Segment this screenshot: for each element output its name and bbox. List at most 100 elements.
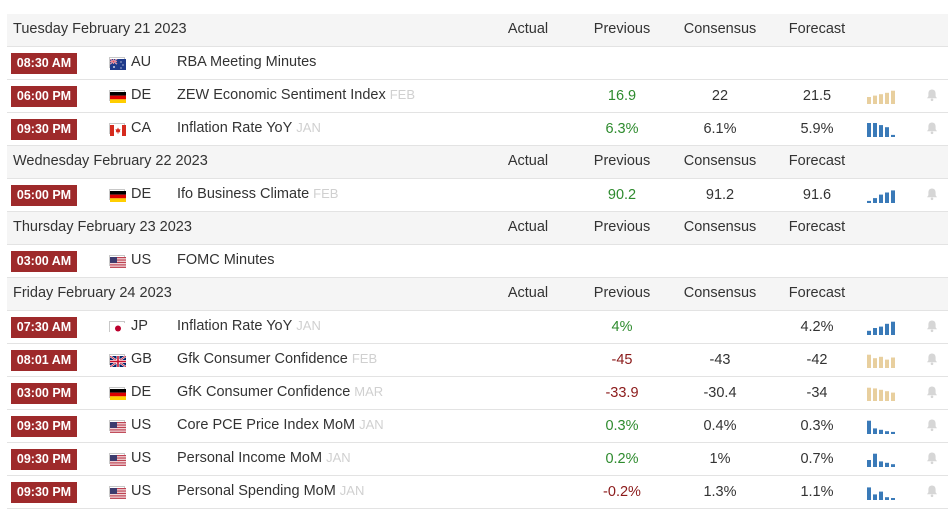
event-name[interactable]: Personal Income MoM — [177, 450, 323, 466]
event-row[interactable]: 03:00 AM US FOMC Minutes — [7, 245, 948, 278]
event-name-link[interactable]: Inflation Rate YoY JAN — [177, 318, 321, 334]
bell-icon[interactable] — [925, 484, 939, 498]
column-header-actual: Actual — [507, 153, 549, 169]
country-code: US — [131, 417, 152, 433]
sparkline-bar — [891, 498, 895, 500]
day-date: Tuesday February 21 2023 — [13, 21, 187, 37]
previous-value: -45 — [611, 352, 633, 368]
event-time-badge: 09:30 PM — [11, 119, 77, 140]
event-name[interactable]: RBA Meeting Minutes — [177, 54, 317, 70]
sparkline-bar — [873, 95, 877, 104]
event-name[interactable]: ZEW Economic Sentiment Index — [177, 87, 386, 103]
country-code: DE — [131, 87, 152, 103]
sparkline-chart — [867, 453, 895, 467]
sparkline-chart — [867, 321, 895, 335]
column-header-previous: Previous — [593, 21, 651, 37]
column-header-previous: Previous — [593, 285, 651, 301]
event-name[interactable]: Ifo Business Climate — [177, 186, 310, 202]
forecast-value: 21.5 — [802, 88, 832, 104]
sparkline-bar — [867, 460, 871, 467]
event-time-badge: 08:30 AM — [11, 53, 77, 74]
sparkline-bar — [873, 494, 877, 500]
economic-calendar: Tuesday February 21 2023 Actual Previous Co… — [7, 14, 948, 509]
event-row[interactable]: 08:01 AM GB Gfk Consumer Confidence FEB -45 -… — [7, 344, 948, 377]
flag-de-icon — [109, 189, 126, 202]
sparkline-bar — [879, 461, 883, 467]
event-name-link[interactable]: Ifo Business Climate FEB — [177, 186, 338, 202]
day-header: Tuesday February 21 2023 Actual Previous Co… — [7, 14, 948, 47]
event-row[interactable]: 09:30 PM US Personal Spending MoM JAN -0.2% 1… — [7, 476, 948, 509]
sparkline-bar — [885, 92, 889, 104]
event-row[interactable]: 09:30 PM US Core PCE Price Index MoM JAN 0.3… — [7, 410, 948, 443]
event-name-link[interactable]: Inflation Rate YoY JAN — [177, 120, 321, 136]
sparkline-bar — [879, 356, 883, 368]
sparkline-bar — [873, 453, 877, 467]
sparkline-bar — [873, 428, 877, 434]
event-row[interactable]: 07:30 AM JP Inflation Rate YoY JAN 4% 4.2% — [7, 311, 948, 344]
flag-jp-svg — [110, 323, 126, 334]
event-name-link[interactable]: RBA Meeting Minutes — [177, 54, 316, 70]
flag-de-icon — [109, 90, 126, 103]
sparkline-bar — [885, 359, 889, 368]
bell-icon[interactable] — [925, 121, 939, 135]
bell-icon[interactable] — [925, 451, 939, 465]
bell-icon[interactable] — [925, 385, 939, 399]
flag-us-icon — [109, 420, 126, 433]
event-name-link[interactable]: ZEW Economic Sentiment Index FEB — [177, 87, 415, 103]
flag-ca-svg — [110, 125, 126, 136]
event-row[interactable]: 03:00 PM DE GfK Consumer Confidence MAR -33.… — [7, 377, 948, 410]
country-code: US — [131, 252, 152, 268]
event-time-badge: 07:30 AM — [11, 317, 77, 338]
bell-icon[interactable] — [925, 187, 939, 201]
event-name-link[interactable]: Core PCE Price Index MoM JAN — [177, 417, 384, 433]
event-name-link[interactable]: Gfk Consumer Confidence FEB — [177, 351, 377, 367]
event-name[interactable]: Gfk Consumer Confidence — [177, 351, 348, 367]
event-name-link[interactable]: Personal Spending MoM JAN — [177, 483, 364, 499]
bell-icon[interactable] — [925, 88, 939, 102]
event-name[interactable]: Inflation Rate YoY — [177, 318, 293, 334]
event-name[interactable]: Core PCE Price Index MoM — [177, 417, 356, 433]
country-code: DE — [131, 384, 152, 400]
bell-icon[interactable] — [925, 418, 939, 432]
sparkline-bar — [891, 392, 895, 401]
day-header: Wednesday February 22 2023 Actual Previous… — [7, 146, 948, 179]
bell-icon[interactable] — [925, 319, 939, 333]
sparkline-bar — [885, 497, 889, 500]
event-name[interactable]: GfK Consumer Confidence — [177, 384, 351, 400]
flag-gb-icon — [109, 354, 127, 368]
column-header-forecast: Forecast — [788, 153, 846, 169]
day-date: Wednesday February 22 2023 — [13, 153, 208, 169]
event-name-link[interactable]: FOMC Minutes — [177, 252, 275, 268]
country-code: JP — [131, 318, 148, 334]
flag-gb-svg — [109, 355, 127, 368]
event-row[interactable]: 05:00 PM DE Ifo Business Climate FEB 90.2 91.… — [7, 179, 948, 212]
flag-au-icon — [109, 57, 126, 70]
reference-period: FEB — [351, 351, 378, 366]
consensus-value: 0.4% — [703, 418, 737, 434]
event-row[interactable]: 09:30 PM US Personal Income MoM JAN 0.2% 1% 0.… — [7, 443, 948, 476]
reference-period: JAN — [296, 120, 321, 135]
event-row[interactable]: 08:30 AM AU RBA Meeting Minutes — [7, 47, 948, 80]
event-name-link[interactable]: Personal Income MoM JAN — [177, 450, 351, 466]
flag-ca-icon — [109, 123, 126, 136]
column-header-consensus: Consensus — [683, 219, 757, 235]
bell-icon[interactable] — [925, 352, 939, 366]
sparkline-bar — [885, 462, 889, 467]
country-code: GB — [131, 351, 152, 367]
sparkline-chart — [867, 90, 895, 104]
reference-period: JAN — [326, 450, 351, 465]
event-name[interactable]: Inflation Rate YoY — [177, 120, 293, 136]
reference-period: FEB — [389, 87, 416, 102]
previous-value: 4% — [611, 319, 633, 335]
event-row[interactable]: 09:30 PM CA Inflation Rate YoY JAN 6.3% 6.1% 5… — [7, 113, 948, 146]
event-name[interactable]: FOMC Minutes — [177, 252, 275, 268]
sparkline-bar — [891, 464, 895, 467]
event-name[interactable]: Personal Spending MoM — [177, 483, 336, 499]
sparkline-bar — [867, 330, 871, 335]
event-row[interactable]: 06:00 PM DE ZEW Economic Sentiment Index FE… — [7, 80, 948, 113]
forecast-value: -42 — [806, 352, 828, 368]
event-name-link[interactable]: GfK Consumer Confidence MAR — [177, 384, 383, 400]
event-time-badge: 06:00 PM — [11, 86, 77, 107]
flag-us-icon — [109, 486, 126, 499]
event-time-badge: 08:01 AM — [11, 350, 77, 371]
